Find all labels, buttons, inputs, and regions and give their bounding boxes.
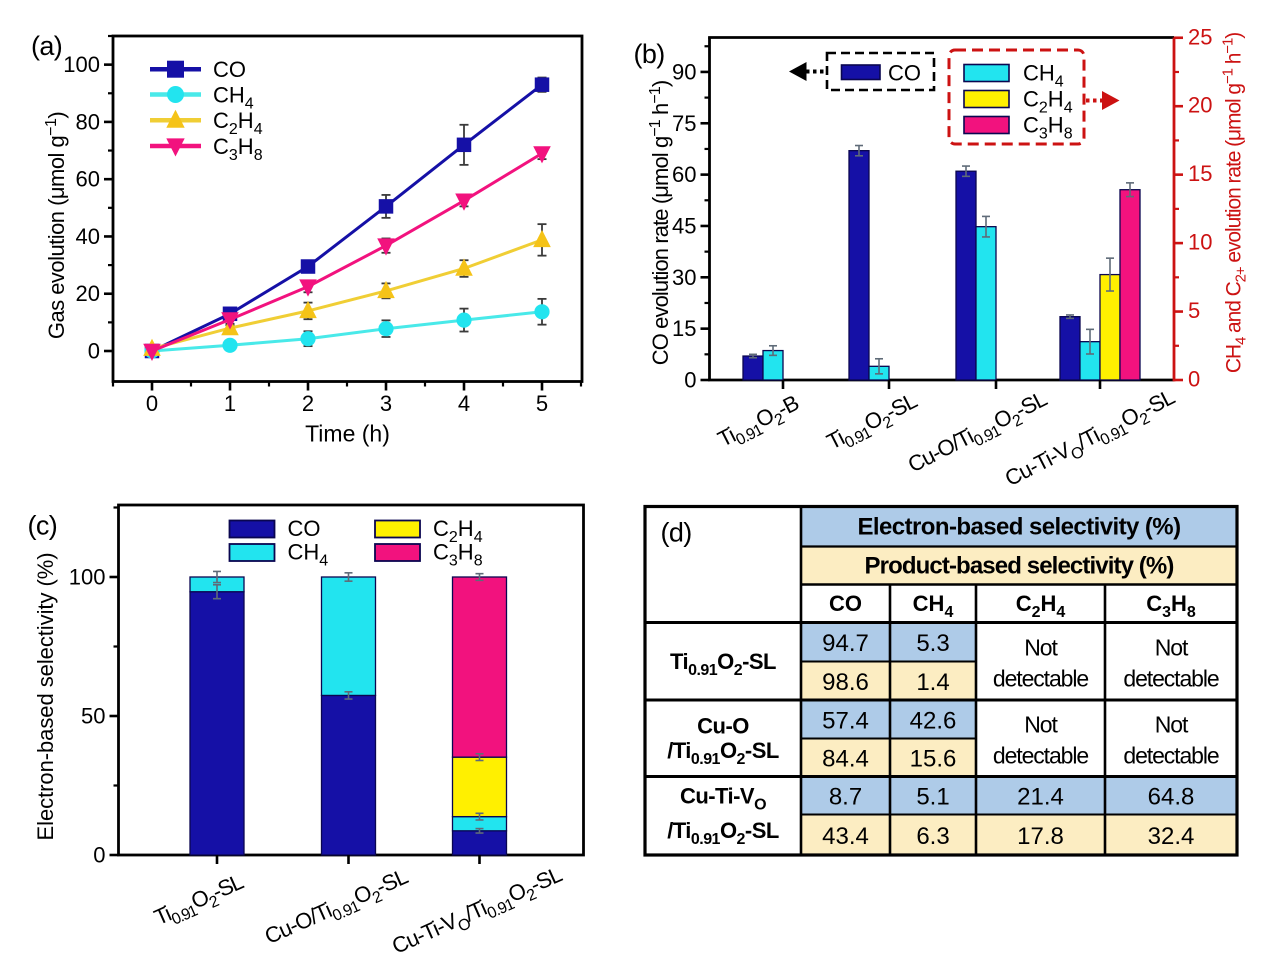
svg-text:1: 1 <box>224 391 236 416</box>
svg-text:90: 90 <box>672 59 696 84</box>
svg-text:C2​H4​: C2​H4​ <box>1023 87 1073 117</box>
svg-text:50: 50 <box>81 704 105 729</box>
svg-text:64.8: 64.8 <box>1148 784 1195 811</box>
svg-text:0: 0 <box>88 339 100 364</box>
svg-text:5.3: 5.3 <box>916 630 949 657</box>
svg-text:(a): (a) <box>31 31 62 61</box>
svg-text:Not: Not <box>1024 634 1058 660</box>
svg-text:43.4: 43.4 <box>822 823 869 850</box>
svg-text:(c): (c) <box>28 511 58 541</box>
svg-text:Gas evolution (μmol g−1​): Gas evolution (μmol g−1​) <box>43 112 69 339</box>
svg-text:10: 10 <box>1188 230 1212 255</box>
svg-text:C3​H8​: C3​H8​ <box>213 134 263 164</box>
svg-text:Not: Not <box>1155 634 1189 660</box>
svg-text:C3​H8​: C3​H8​ <box>1146 591 1196 621</box>
svg-text:15: 15 <box>672 316 696 341</box>
svg-text:25: 25 <box>1188 24 1212 49</box>
svg-text:0: 0 <box>1188 367 1200 392</box>
svg-text:94.7: 94.7 <box>822 630 869 657</box>
svg-text:CH4​: CH4​ <box>1023 61 1064 91</box>
svg-text:0: 0 <box>146 391 158 416</box>
svg-text:Not: Not <box>1155 711 1189 737</box>
svg-text:CO: CO <box>888 61 921 86</box>
svg-text:CH4​: CH4​ <box>213 83 254 113</box>
svg-text:17.8: 17.8 <box>1017 823 1064 850</box>
svg-text:0: 0 <box>93 843 105 868</box>
svg-text:Time (h): Time (h) <box>305 421 390 447</box>
svg-text:15.6: 15.6 <box>910 746 957 773</box>
svg-text:CH4​ and C2+​ evolution rate (: CH4​ and C2+​ evolution rate (μmol g−1​ … <box>1220 33 1250 373</box>
svg-text:Electron-based selectivity (%): Electron-based selectivity (%) <box>33 553 58 841</box>
svg-text:Product-based selectivity (%): Product-based selectivity (%) <box>865 553 1174 580</box>
svg-text:(b): (b) <box>634 39 665 69</box>
svg-text:C3​H8​: C3​H8​ <box>433 540 483 570</box>
svg-text:CH4​: CH4​ <box>288 540 329 570</box>
svg-text:detectable: detectable <box>1123 665 1218 691</box>
svg-text:32.4: 32.4 <box>1148 823 1195 850</box>
svg-text:60: 60 <box>672 162 696 187</box>
svg-text:CO: CO <box>288 516 321 541</box>
svg-text:Cu-O: Cu-O <box>697 714 749 739</box>
svg-text:Not: Not <box>1024 711 1058 737</box>
svg-text:42.6: 42.6 <box>910 707 957 734</box>
svg-text:4: 4 <box>458 391 470 416</box>
svg-text:5: 5 <box>536 391 548 416</box>
svg-text:(d): (d) <box>661 518 692 548</box>
svg-text:Cu-Ti-VO​: Cu-Ti-VO​ <box>680 784 766 814</box>
svg-text:C2​H4​: C2​H4​ <box>433 516 483 546</box>
svg-text:3: 3 <box>380 391 392 416</box>
svg-text:/Ti0.91​O2​-SL: /Ti0.91​O2​-SL <box>667 738 779 768</box>
svg-text:C3​H8​: C3​H8​ <box>1023 113 1073 143</box>
svg-text:0: 0 <box>684 368 696 393</box>
svg-text:20: 20 <box>76 281 100 306</box>
svg-text:1.4: 1.4 <box>916 669 949 696</box>
svg-text:5: 5 <box>1188 298 1200 323</box>
svg-text:Electron-based selectivity (%): Electron-based selectivity (%) <box>857 514 1180 541</box>
svg-text:21.4: 21.4 <box>1017 784 1064 811</box>
svg-text:57.4: 57.4 <box>822 707 869 734</box>
svg-text:20: 20 <box>1188 93 1212 118</box>
svg-text:100: 100 <box>69 565 106 590</box>
svg-text:detectable: detectable <box>1123 742 1218 768</box>
svg-text:5.1: 5.1 <box>916 784 949 811</box>
svg-text:detectable: detectable <box>993 742 1088 768</box>
svg-text:CH4​: CH4​ <box>913 591 954 621</box>
svg-text:8.7: 8.7 <box>829 784 862 811</box>
svg-text:45: 45 <box>672 213 696 238</box>
svg-text:6.3: 6.3 <box>916 823 949 850</box>
svg-text:84.4: 84.4 <box>822 746 869 773</box>
svg-text:detectable: detectable <box>993 665 1088 691</box>
svg-text:CO evolution rate (μmol g−1​ h: CO evolution rate (μmol g−1​ h−1​) <box>647 81 673 366</box>
svg-text:CO: CO <box>829 591 862 616</box>
svg-text:75: 75 <box>672 111 696 136</box>
svg-text:40: 40 <box>76 224 100 249</box>
svg-text:CO: CO <box>213 57 246 82</box>
svg-text:30: 30 <box>672 265 696 290</box>
svg-text:C2​H4​: C2​H4​ <box>1016 591 1066 621</box>
svg-text:2: 2 <box>302 391 314 416</box>
svg-text:98.6: 98.6 <box>822 669 869 696</box>
svg-text:15: 15 <box>1188 161 1212 186</box>
svg-text:Ti0.91​O2​-SL: Ti0.91​O2​-SL <box>670 649 776 679</box>
svg-text:/Ti0.91​O2​-SL: /Ti0.91​O2​-SL <box>667 818 779 848</box>
svg-text:100: 100 <box>63 52 100 77</box>
svg-text:80: 80 <box>76 109 100 134</box>
svg-text:60: 60 <box>76 167 100 192</box>
svg-text:C2​H4​: C2​H4​ <box>213 108 263 138</box>
